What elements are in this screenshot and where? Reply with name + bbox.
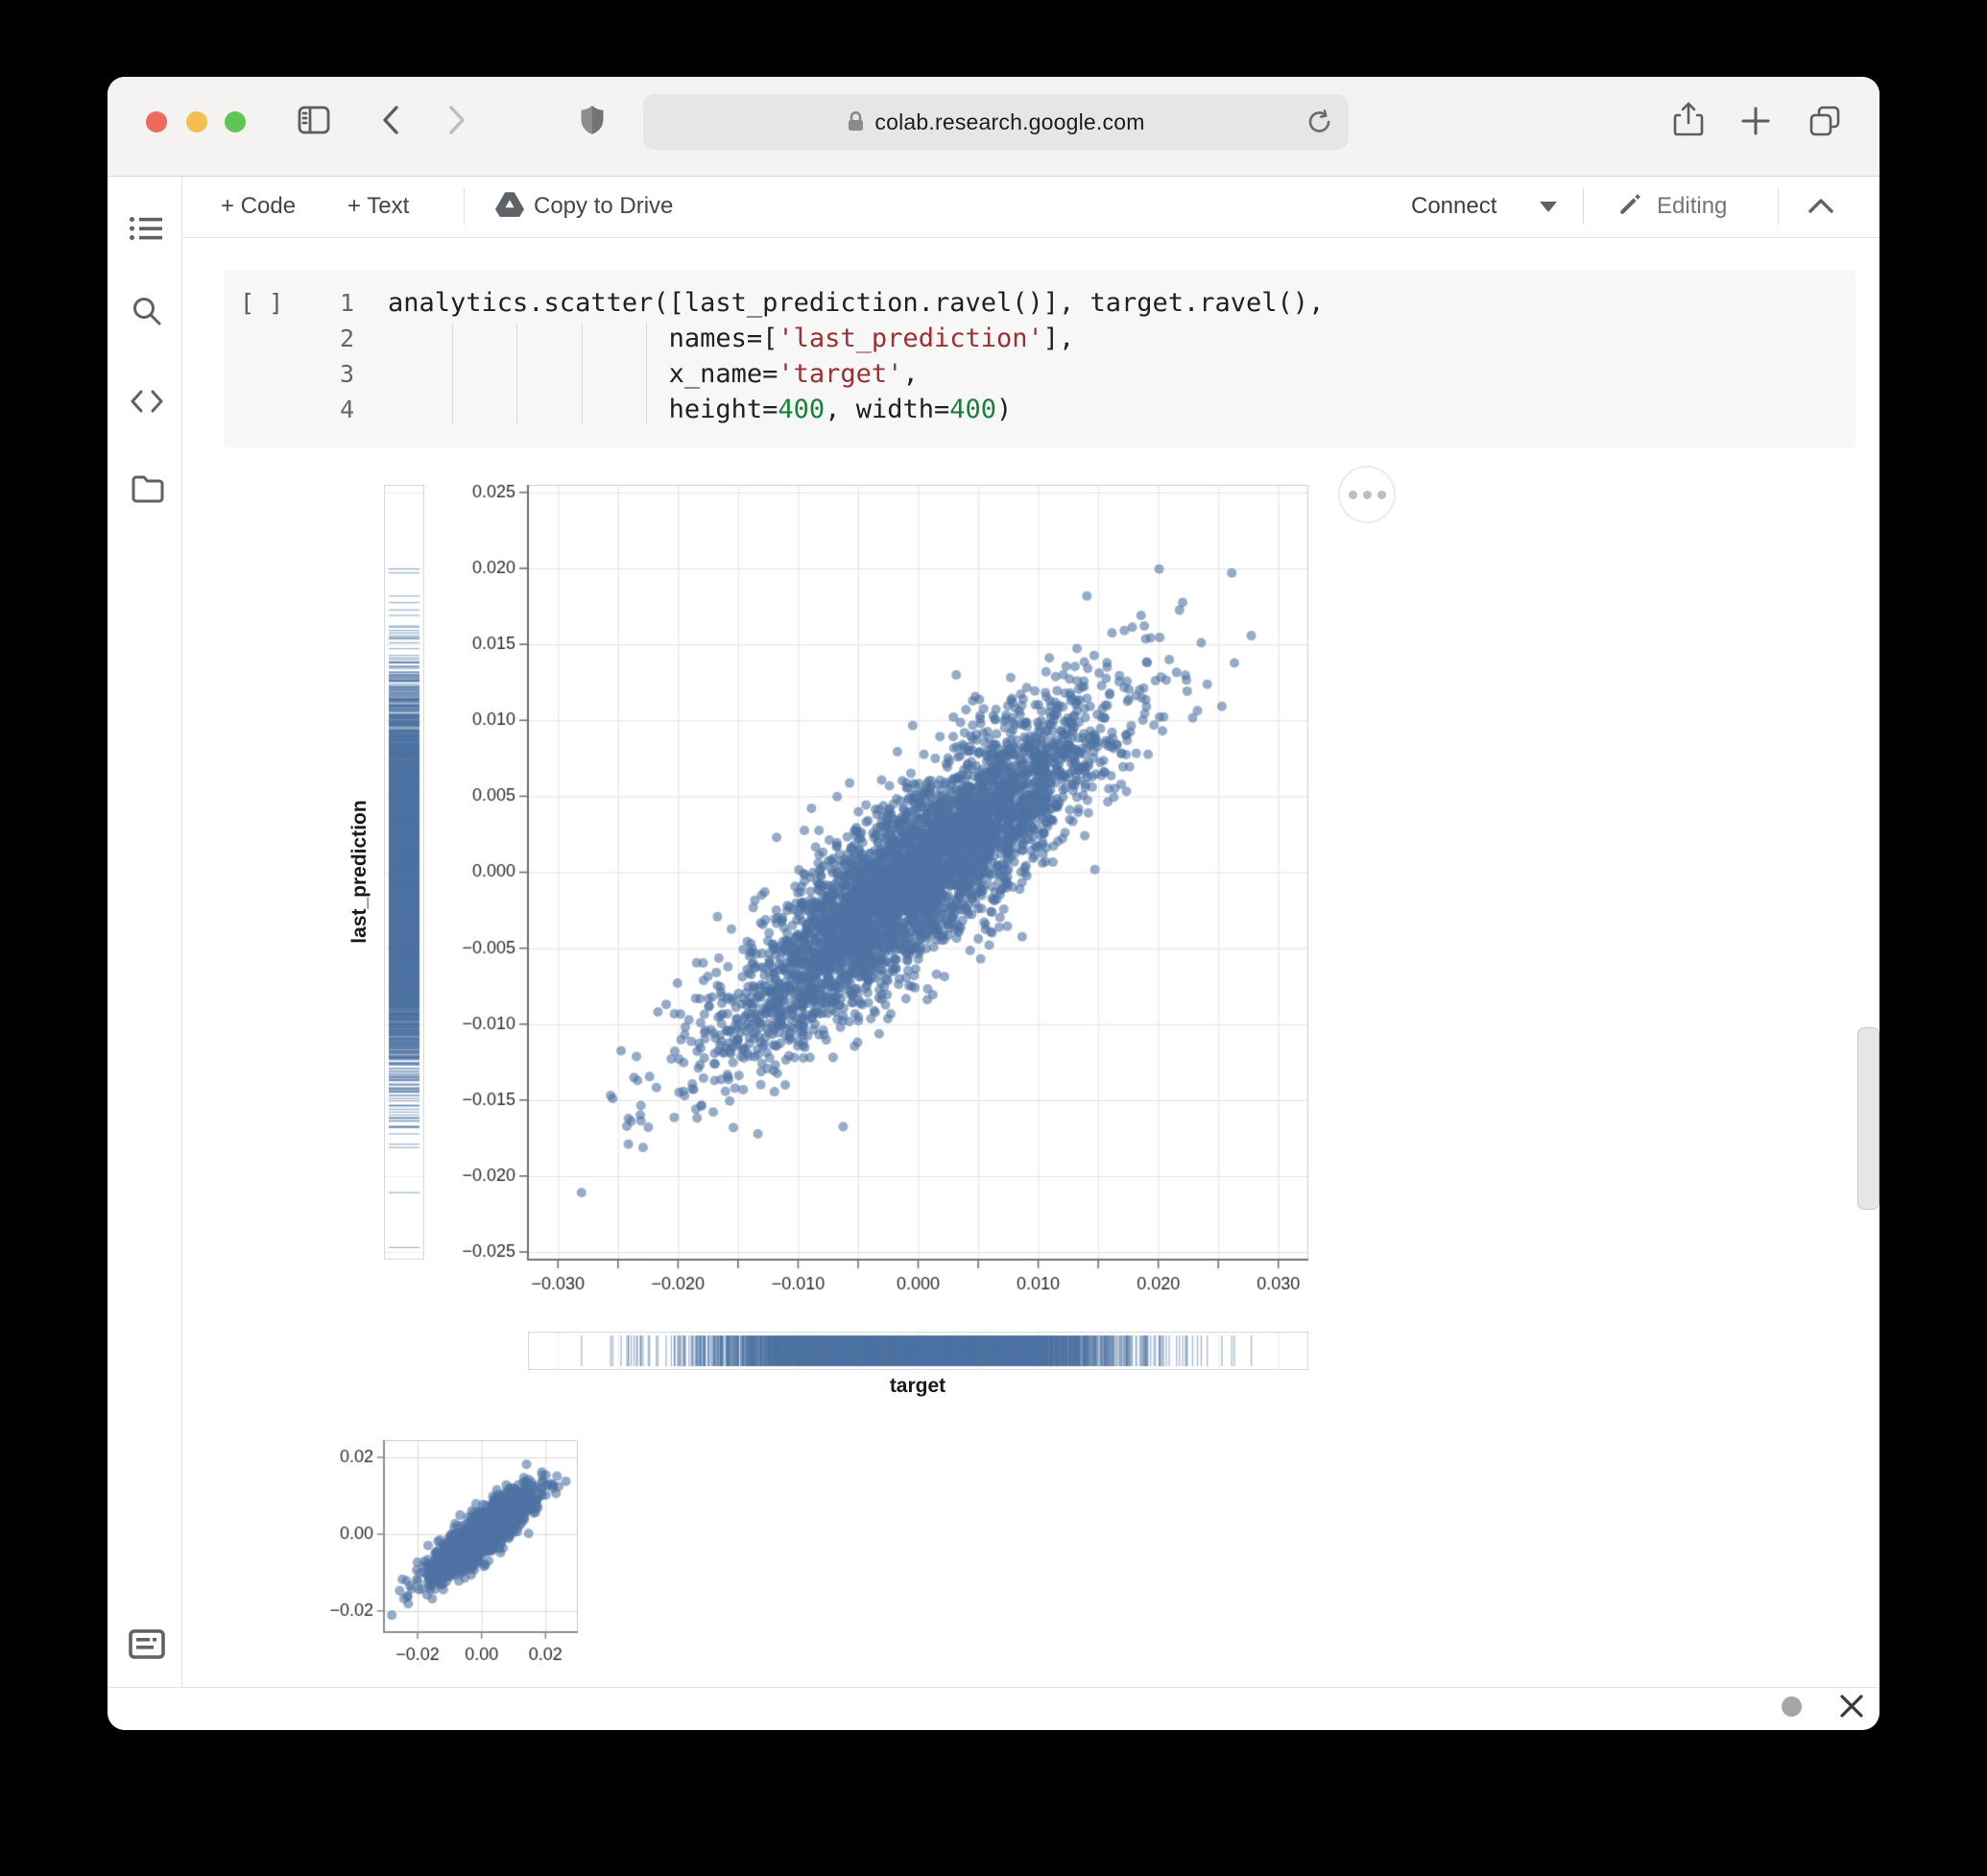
forward-icon[interactable]: [448, 106, 466, 134]
close-output-icon[interactable]: [1837, 1692, 1866, 1720]
left-sidebar: [108, 177, 182, 1687]
browser-chrome: colab.research.google.com: [108, 77, 1879, 177]
collapse-sections-icon[interactable]: [1808, 198, 1833, 214]
minimize-window-button[interactable]: [186, 111, 207, 132]
toolbar-separator: [1778, 188, 1779, 225]
url-bar[interactable]: colab.research.google.com: [643, 94, 1349, 150]
connect-button[interactable]: Connect: [1411, 193, 1497, 219]
share-icon[interactable]: [1672, 102, 1705, 138]
toolbar-separator: [1583, 188, 1584, 225]
y-axis-title: last_prediction: [348, 800, 371, 944]
privacy-shield-icon[interactable]: [580, 105, 605, 135]
code-line[interactable]: 1 analytics.scatter([last_prediction.rave…: [339, 288, 1325, 318]
x-rug-strip: [528, 1332, 1308, 1370]
reload-icon[interactable]: [1306, 108, 1333, 135]
toolbar-separator: [464, 188, 465, 225]
copy-to-drive-button[interactable]: Copy to Drive: [534, 193, 674, 219]
indent-guide: [646, 323, 647, 424]
ellipsis-dot: [1362, 490, 1372, 499]
editing-mode-button[interactable]: Editing: [1657, 193, 1728, 219]
browser-window: colab.research.google.com + Code + Text …: [108, 77, 1879, 1730]
indent-guide: [582, 323, 583, 424]
indent-guide: [516, 323, 517, 424]
pencil-icon: [1620, 194, 1640, 214]
output-options-button[interactable]: [1338, 466, 1396, 523]
ellipsis-dot: [1348, 490, 1357, 499]
tabs-overview-icon[interactable]: [1808, 105, 1841, 137]
files-icon[interactable]: [132, 474, 164, 503]
run-cell-button[interactable]: [ ]: [240, 289, 284, 317]
search-icon[interactable]: [132, 296, 162, 326]
table-of-contents-icon[interactable]: [130, 215, 162, 242]
lock-icon: [849, 111, 864, 131]
mini-scatter-plot: [326, 1432, 595, 1687]
terminal-icon[interactable]: [129, 1629, 165, 1660]
footer-divider: [108, 1687, 1879, 1688]
add-code-button[interactable]: + Code: [221, 193, 297, 219]
close-window-button[interactable]: [146, 111, 167, 132]
indent-guide: [452, 323, 453, 424]
url-text: colab.research.google.com: [874, 108, 1145, 134]
back-icon[interactable]: [382, 106, 399, 134]
y-rug-strip: [384, 485, 424, 1260]
code-line[interactable]: 2 names=['last_prediction'],: [339, 324, 1075, 353]
code-cell[interactable]: [224, 271, 1855, 447]
drive-icon: [495, 192, 524, 217]
connect-dropdown-caret[interactable]: [1540, 202, 1557, 212]
code-line[interactable]: 4 height=400, width=400): [339, 395, 1013, 424]
sidebar-toggle-icon[interactable]: [298, 106, 330, 134]
code-line[interactable]: 3 x_name='target',: [339, 359, 919, 389]
scrollbar-thumb[interactable]: [1857, 1027, 1879, 1210]
code-icon[interactable]: [131, 390, 163, 413]
status-dot: [1782, 1696, 1802, 1717]
main-scatter-plot: [442, 477, 1315, 1317]
x-axis-title: target: [889, 1375, 946, 1397]
code-editor[interactable]: 1 analytics.scatter([last_prediction.rave…: [224, 285, 1855, 427]
zoom-window-button[interactable]: [225, 111, 246, 132]
new-tab-icon[interactable]: [1741, 107, 1770, 135]
toolbar-divider: [182, 237, 1879, 238]
ellipsis-dot: [1377, 490, 1386, 499]
add-text-button[interactable]: + Text: [347, 193, 410, 219]
